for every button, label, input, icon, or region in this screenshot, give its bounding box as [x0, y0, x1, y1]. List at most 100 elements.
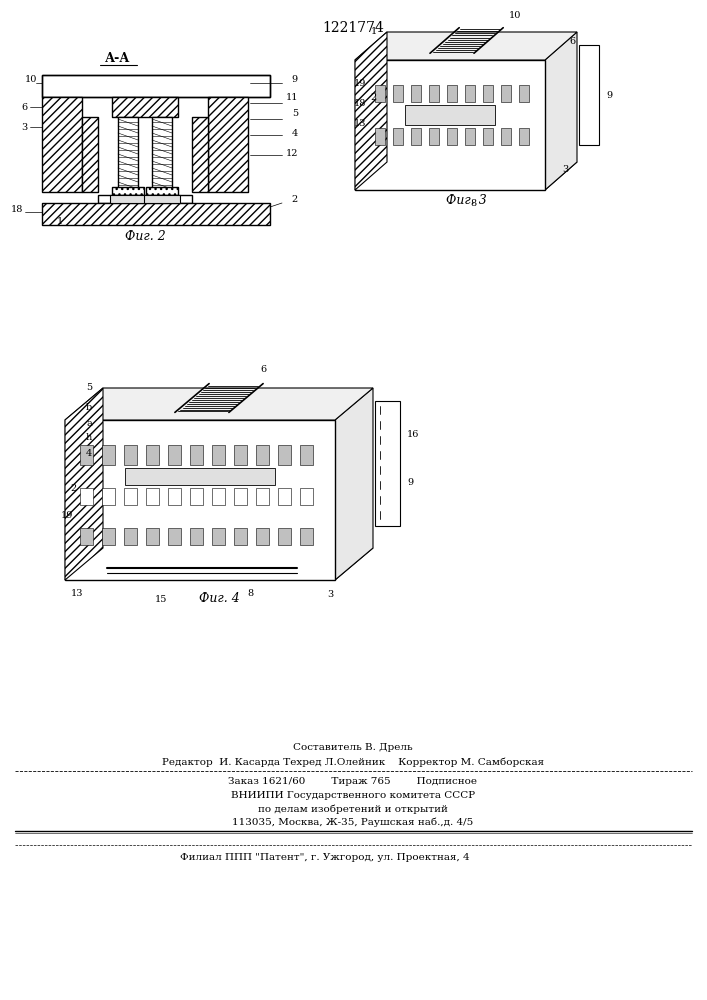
Text: 1: 1 — [57, 218, 63, 227]
Text: 18: 18 — [11, 206, 23, 215]
Bar — [112, 97, 178, 117]
Text: 113035, Москва, Ж-35, Раушская наб.,д. 4/5: 113035, Москва, Ж-35, Раушская наб.,д. 4… — [233, 817, 474, 827]
Polygon shape — [65, 548, 373, 580]
Text: 6: 6 — [569, 36, 575, 45]
Polygon shape — [190, 528, 203, 545]
Polygon shape — [519, 85, 529, 102]
Text: 9: 9 — [292, 76, 298, 85]
Text: 3: 3 — [22, 122, 28, 131]
Polygon shape — [429, 85, 439, 102]
Bar — [112, 97, 178, 117]
Polygon shape — [300, 528, 313, 545]
Polygon shape — [447, 85, 457, 102]
Text: Фиг. 3: Фиг. 3 — [445, 194, 486, 208]
Text: 10: 10 — [509, 11, 521, 20]
Text: 13: 13 — [354, 119, 366, 128]
Polygon shape — [375, 85, 385, 102]
Polygon shape — [429, 128, 439, 145]
Text: 19: 19 — [354, 79, 366, 88]
Text: ВНИИПИ Государственного комитета СССР: ВНИИПИ Государственного комитета СССР — [231, 792, 475, 800]
Text: 3: 3 — [327, 590, 334, 599]
Polygon shape — [355, 32, 577, 60]
Text: 2: 2 — [370, 93, 377, 102]
Text: 9: 9 — [606, 91, 612, 100]
Bar — [152, 117, 172, 197]
Polygon shape — [212, 445, 225, 465]
Polygon shape — [393, 85, 403, 102]
Polygon shape — [300, 445, 313, 465]
Polygon shape — [411, 128, 421, 145]
Polygon shape — [483, 85, 493, 102]
Polygon shape — [501, 85, 511, 102]
Text: 13: 13 — [71, 589, 83, 598]
Bar — [112, 187, 144, 195]
Polygon shape — [102, 445, 115, 465]
Text: 18: 18 — [354, 99, 366, 108]
Bar — [82, 117, 98, 192]
Polygon shape — [190, 488, 203, 505]
Polygon shape — [124, 528, 137, 545]
Polygon shape — [393, 128, 403, 145]
Polygon shape — [168, 445, 181, 465]
Polygon shape — [411, 85, 421, 102]
Text: Фиг. 4: Фиг. 4 — [199, 592, 240, 605]
Polygon shape — [465, 85, 475, 102]
Polygon shape — [80, 445, 93, 465]
Text: Фиг. 2: Фиг. 2 — [124, 231, 165, 243]
Text: 1221774: 1221774 — [322, 21, 384, 35]
Bar — [98, 195, 192, 203]
Text: А-А: А-А — [105, 51, 131, 64]
Polygon shape — [168, 488, 181, 505]
Polygon shape — [124, 445, 137, 465]
Text: по делам изобретений и открытий: по делам изобретений и открытий — [258, 804, 448, 814]
Polygon shape — [256, 488, 269, 505]
Polygon shape — [335, 388, 373, 580]
Polygon shape — [405, 105, 495, 125]
Polygon shape — [80, 488, 93, 505]
Polygon shape — [519, 128, 529, 145]
Polygon shape — [278, 528, 291, 545]
Polygon shape — [125, 468, 275, 485]
Polygon shape — [80, 528, 93, 545]
Text: 4: 4 — [86, 448, 92, 458]
Polygon shape — [256, 528, 269, 545]
Text: 11: 11 — [286, 93, 298, 102]
Polygon shape — [375, 128, 385, 145]
Polygon shape — [146, 445, 159, 465]
Polygon shape — [355, 60, 545, 190]
Text: 4: 4 — [292, 128, 298, 137]
Text: 2: 2 — [71, 484, 77, 493]
Polygon shape — [190, 445, 203, 465]
Polygon shape — [212, 528, 225, 545]
Text: 9: 9 — [407, 478, 413, 487]
Polygon shape — [234, 488, 247, 505]
Text: 6: 6 — [22, 103, 28, 111]
Polygon shape — [501, 128, 511, 145]
Polygon shape — [65, 420, 335, 580]
Bar — [42, 97, 82, 192]
Polygon shape — [168, 528, 181, 545]
Bar — [82, 117, 98, 192]
Bar — [208, 97, 248, 192]
Text: 5: 5 — [292, 108, 298, 117]
Polygon shape — [256, 445, 269, 465]
Text: b: b — [86, 403, 92, 412]
Text: 10: 10 — [25, 76, 37, 85]
Polygon shape — [278, 488, 291, 505]
Text: Редактор  И. Касарда Техред Л.Олейник    Корректор М. Самборская: Редактор И. Касарда Техред Л.Олейник Кор… — [162, 757, 544, 767]
Bar — [206, 75, 248, 97]
Text: h: h — [86, 434, 92, 442]
Text: 5: 5 — [86, 383, 92, 392]
Bar — [42, 203, 270, 225]
Polygon shape — [375, 401, 400, 526]
Bar — [144, 195, 180, 203]
Text: Филиал ППП "Патент", г. Ужгород, ул. Проектная, 4: Филиал ППП "Патент", г. Ужгород, ул. Про… — [180, 852, 469, 861]
Polygon shape — [65, 388, 103, 580]
Polygon shape — [447, 128, 457, 145]
Polygon shape — [146, 488, 159, 505]
Text: 16: 16 — [407, 430, 419, 439]
Text: 19: 19 — [61, 512, 73, 520]
Bar — [42, 75, 270, 97]
Bar — [192, 117, 208, 192]
Polygon shape — [102, 528, 115, 545]
